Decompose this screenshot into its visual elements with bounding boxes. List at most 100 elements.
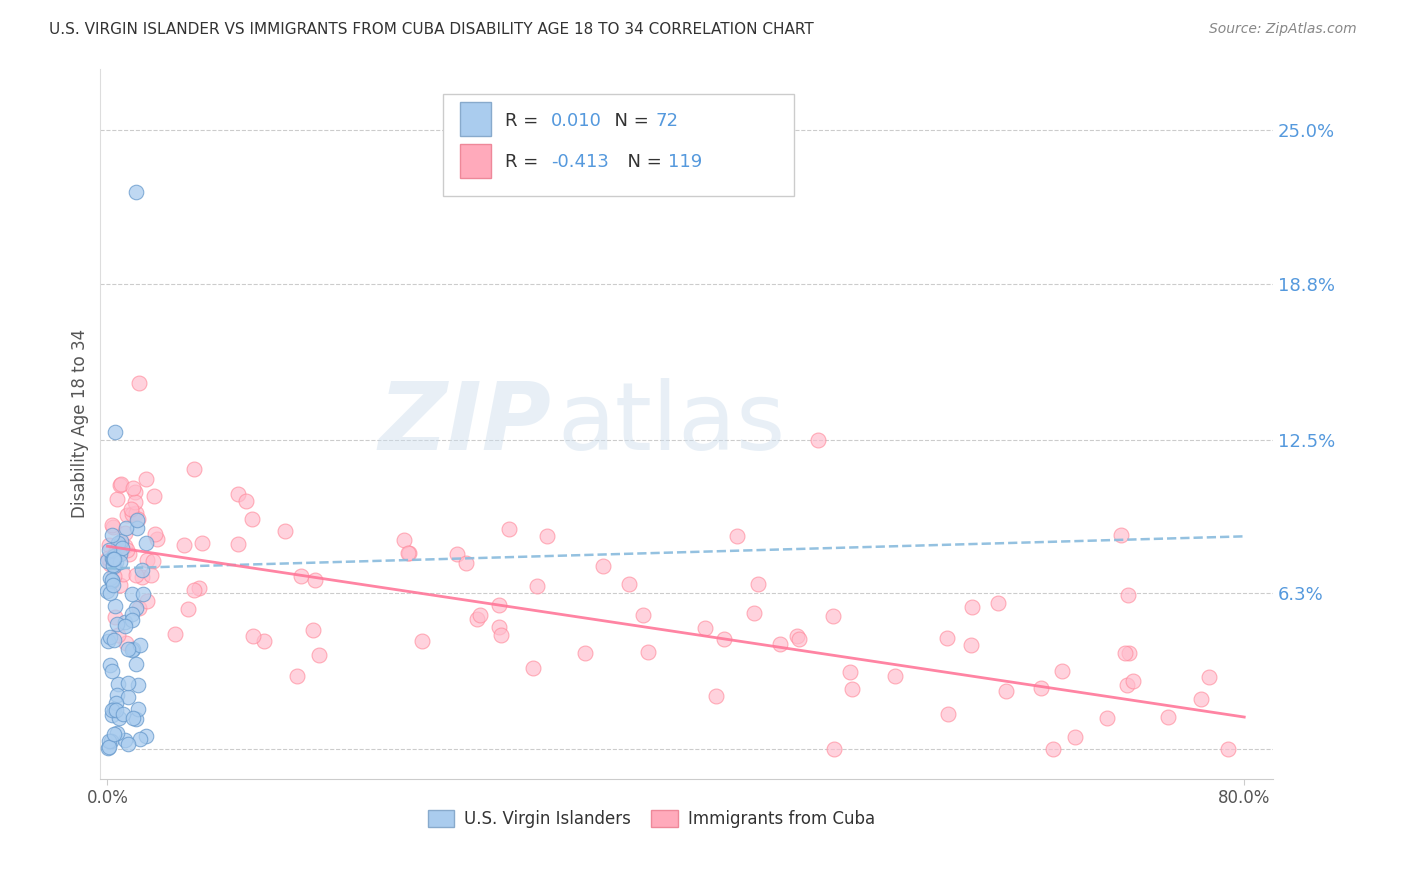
Point <box>637 645 659 659</box>
Point <box>114 619 136 633</box>
Point <box>841 682 863 697</box>
Point <box>177 602 200 616</box>
Point <box>121 643 143 657</box>
Point <box>823 742 845 756</box>
Point <box>105 726 128 740</box>
Point <box>103 633 125 648</box>
Point <box>465 612 488 626</box>
Point <box>188 581 211 595</box>
Point <box>522 661 544 675</box>
Point <box>105 555 128 569</box>
Point <box>105 492 128 507</box>
Text: atlas: atlas <box>558 377 786 470</box>
Point <box>120 502 142 516</box>
Point <box>302 623 325 637</box>
Point <box>98 658 121 673</box>
Point <box>114 615 136 629</box>
Point <box>110 477 132 491</box>
Point <box>121 613 143 627</box>
Point <box>142 554 165 568</box>
Point <box>121 507 143 521</box>
Point <box>105 542 128 557</box>
Point <box>101 520 124 534</box>
Text: R =: R = <box>505 112 550 129</box>
Point <box>97 740 120 755</box>
Point <box>107 628 129 642</box>
Point <box>129 639 152 653</box>
Point <box>226 487 249 501</box>
Point <box>114 526 136 541</box>
Point <box>105 704 128 718</box>
Point <box>107 536 129 550</box>
Point <box>574 646 596 660</box>
Point <box>446 547 468 561</box>
Text: ZIP: ZIP <box>378 377 551 470</box>
Point <box>131 569 153 583</box>
Point <box>125 513 148 527</box>
Point <box>631 607 654 622</box>
Text: 0.010: 0.010 <box>551 112 602 129</box>
Point <box>115 542 138 557</box>
Point <box>117 690 139 704</box>
Point <box>129 731 152 746</box>
Point <box>146 532 169 546</box>
Point <box>242 629 264 643</box>
Text: R =: R = <box>505 153 550 171</box>
Point <box>747 577 769 591</box>
Point <box>693 621 716 635</box>
Point <box>108 477 131 491</box>
Point <box>143 489 166 503</box>
Point <box>488 599 510 613</box>
Point <box>122 710 145 724</box>
Point <box>128 376 150 390</box>
Point <box>1116 588 1139 602</box>
Point <box>124 601 146 615</box>
Point <box>935 632 957 646</box>
Point <box>228 537 250 551</box>
Legend: U.S. Virgin Islanders, Immigrants from Cuba: U.S. Virgin Islanders, Immigrants from C… <box>420 803 882 835</box>
Point <box>1063 731 1085 745</box>
Point <box>143 526 166 541</box>
Point <box>103 549 125 563</box>
Text: N =: N = <box>616 153 673 171</box>
Point <box>112 566 135 581</box>
Point <box>114 521 136 535</box>
Point <box>183 582 205 597</box>
Point <box>121 607 143 621</box>
Point <box>304 573 326 587</box>
Text: -0.413: -0.413 <box>551 153 609 171</box>
Point <box>96 554 118 568</box>
Point <box>308 648 330 662</box>
Point <box>1031 681 1053 695</box>
Point <box>787 632 810 646</box>
Point <box>411 634 433 648</box>
Point <box>108 538 131 552</box>
Point <box>1198 670 1220 684</box>
Point <box>1109 528 1132 542</box>
Point <box>1115 678 1137 692</box>
Point <box>104 609 127 624</box>
Point <box>103 559 125 574</box>
Point <box>96 583 118 598</box>
Point <box>498 522 520 536</box>
Point <box>98 543 121 558</box>
Point <box>103 702 125 716</box>
Point <box>98 538 121 552</box>
Point <box>103 569 125 583</box>
Point <box>98 734 121 748</box>
Point <box>240 511 263 525</box>
Point <box>807 433 830 447</box>
Point <box>1157 710 1180 724</box>
Point <box>98 586 121 600</box>
Point <box>124 484 146 499</box>
Point <box>274 524 297 538</box>
Point <box>488 620 510 634</box>
Point <box>101 552 124 566</box>
Text: Source: ZipAtlas.com: Source: ZipAtlas.com <box>1209 22 1357 37</box>
Point <box>468 608 491 623</box>
Point <box>742 606 765 620</box>
Text: N =: N = <box>603 112 661 129</box>
Point <box>995 684 1018 698</box>
Point <box>100 631 122 645</box>
Point <box>104 546 127 560</box>
